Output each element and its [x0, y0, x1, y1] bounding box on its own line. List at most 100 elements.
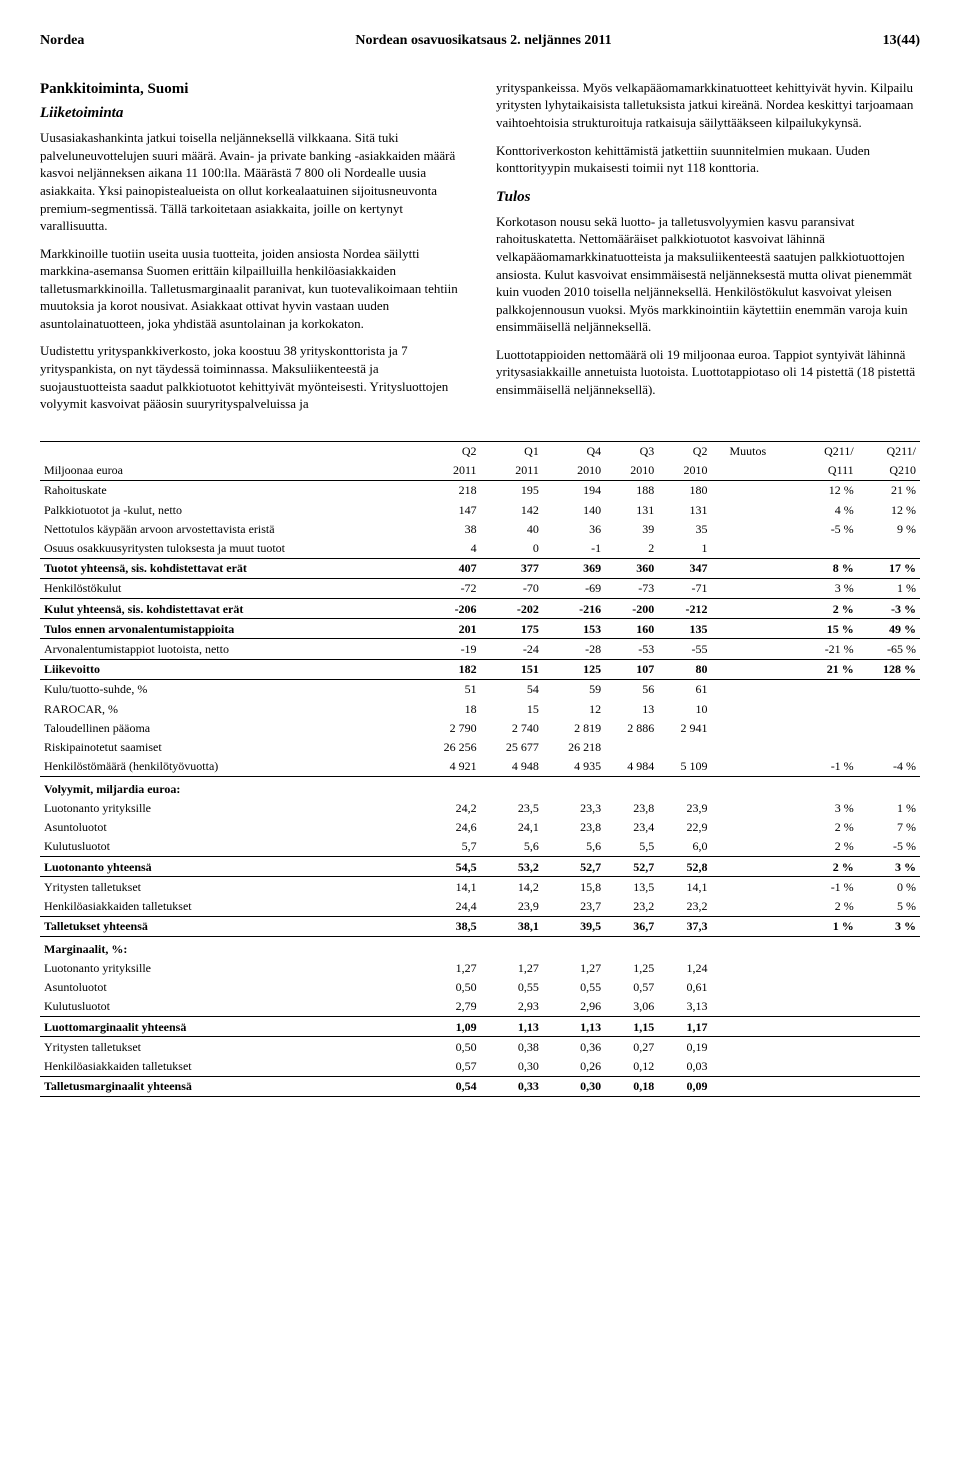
cell: 7 %	[858, 818, 920, 837]
cell: 15,8	[543, 877, 605, 897]
cell: 5,5	[605, 837, 658, 857]
cell: 12	[543, 699, 605, 718]
cell: 135	[658, 619, 711, 639]
cell	[858, 539, 920, 559]
row-label: Luotonanto yrityksille	[40, 958, 418, 977]
th-blank2	[711, 461, 800, 481]
cell: 39	[605, 519, 658, 538]
cell: 22,9	[658, 818, 711, 837]
cell: 2 %	[801, 599, 858, 619]
cell: -65 %	[858, 639, 920, 659]
cell	[858, 1056, 920, 1076]
table-row: Palkkiotuotot ja -kulut, netto1471421401…	[40, 500, 920, 519]
cell: 15	[481, 699, 543, 718]
cell: 0,12	[605, 1056, 658, 1076]
table-row: Arvonalentumistappiot luotoista, netto-1…	[40, 639, 920, 659]
cell: 23,8	[543, 818, 605, 837]
cell: 1	[658, 539, 711, 559]
cell: 3,06	[605, 997, 658, 1017]
cell: 2,93	[481, 997, 543, 1017]
cell: 25 677	[481, 737, 543, 756]
cell: -202	[481, 599, 543, 619]
cell	[711, 916, 800, 936]
cell: 26 218	[543, 737, 605, 756]
cell: 4 948	[481, 757, 543, 777]
cell: 10	[658, 699, 711, 718]
cell: 140	[543, 500, 605, 519]
cell: -19	[418, 639, 480, 659]
cell: 39,5	[543, 916, 605, 936]
cell	[658, 737, 711, 756]
cell: 14,2	[481, 877, 543, 897]
cell: 2	[605, 539, 658, 559]
th-2011a: 2011	[418, 461, 480, 481]
cell	[858, 1037, 920, 1057]
cell: -5 %	[858, 837, 920, 857]
cell: -216	[543, 599, 605, 619]
cell	[801, 1037, 858, 1057]
cell: 23,4	[605, 818, 658, 837]
table-row: RAROCAR, %1815121310	[40, 699, 920, 718]
table-header-row-1: Q2 Q1 Q4 Q3 Q2 Muutos Q211/ Q211/	[40, 441, 920, 461]
cell: 2 819	[543, 718, 605, 737]
cell	[711, 857, 800, 877]
table-row: Henkilöasiakkaiden talletukset0,570,300,…	[40, 1056, 920, 1076]
cell: 347	[658, 558, 711, 578]
body-columns: Pankkitoiminta, Suomi Liiketoiminta Uusa…	[40, 79, 920, 423]
section-head-row: Marginaalit, %:	[40, 936, 920, 958]
cell: 61	[658, 679, 711, 699]
left-para-1: Markkinoille tuotiin useita uusia tuotte…	[40, 245, 464, 333]
cell: 21 %	[801, 659, 858, 679]
cell: 4 921	[418, 757, 480, 777]
cell: 4 935	[543, 757, 605, 777]
cell: 2 740	[481, 718, 543, 737]
th-2010b: 2010	[605, 461, 658, 481]
cell: 0,50	[418, 978, 480, 997]
th-q211b: Q211/	[858, 441, 920, 461]
financial-table: Q2 Q1 Q4 Q3 Q2 Muutos Q211/ Q211/ Miljoo…	[40, 441, 920, 1097]
table-row: Henkilöasiakkaiden talletukset24,423,923…	[40, 896, 920, 916]
cell: 0,38	[481, 1037, 543, 1057]
table-body: Rahoituskate21819519418818012 %21 %Palkk…	[40, 480, 920, 1096]
cell: 2 %	[801, 857, 858, 877]
cell	[711, 997, 800, 1017]
cell: -1 %	[801, 757, 858, 777]
cell: 1,27	[543, 958, 605, 977]
table-row: Yritysten talletukset14,114,215,813,514,…	[40, 877, 920, 897]
cell: 0,30	[543, 1076, 605, 1096]
cell	[858, 1017, 920, 1037]
cell: 40	[481, 519, 543, 538]
table-row: Rahoituskate21819519418818012 %21 %	[40, 480, 920, 500]
cell: 0,57	[605, 978, 658, 997]
left-column: Pankkitoiminta, Suomi Liiketoiminta Uusa…	[40, 79, 464, 423]
row-label: Luottomarginaalit yhteensä	[40, 1017, 418, 1037]
cell: 4 984	[605, 757, 658, 777]
cell: 3 %	[858, 857, 920, 877]
header-right: 13(44)	[883, 32, 920, 51]
cell: 201	[418, 619, 480, 639]
cell: 2 %	[801, 818, 858, 837]
row-label: Rahoituskate	[40, 480, 418, 500]
row-label: Kulutusluotot	[40, 837, 418, 857]
cell	[711, 798, 800, 817]
row-label: Tulos ennen arvonalentumistappioita	[40, 619, 418, 639]
row-label: Talletusmarginaalit yhteensä	[40, 1076, 418, 1096]
th-2010a: 2010	[543, 461, 605, 481]
cell: 5,6	[481, 837, 543, 857]
cell: -28	[543, 639, 605, 659]
cell: 0,30	[481, 1056, 543, 1076]
row-label: Yritysten talletukset	[40, 877, 418, 897]
cell	[711, 757, 800, 777]
right-para-1: Konttoriverkoston kehittämistä jatkettii…	[496, 142, 920, 177]
cell	[605, 737, 658, 756]
cell: -4 %	[858, 757, 920, 777]
row-label: Henkilöasiakkaiden talletukset	[40, 1056, 418, 1076]
cell: 1,15	[605, 1017, 658, 1037]
cell: 17 %	[858, 558, 920, 578]
cell: 59	[543, 679, 605, 699]
table-row: Asuntoluotot24,624,123,823,422,92 %7 %	[40, 818, 920, 837]
table-row: Kulutusluotot5,75,65,65,56,02 %-5 %	[40, 837, 920, 857]
table-header-row-2: Miljoonaa euroa 2011 2011 2010 2010 2010…	[40, 461, 920, 481]
table-row: Kulutusluotot2,792,932,963,063,13	[40, 997, 920, 1017]
cell	[801, 958, 858, 977]
